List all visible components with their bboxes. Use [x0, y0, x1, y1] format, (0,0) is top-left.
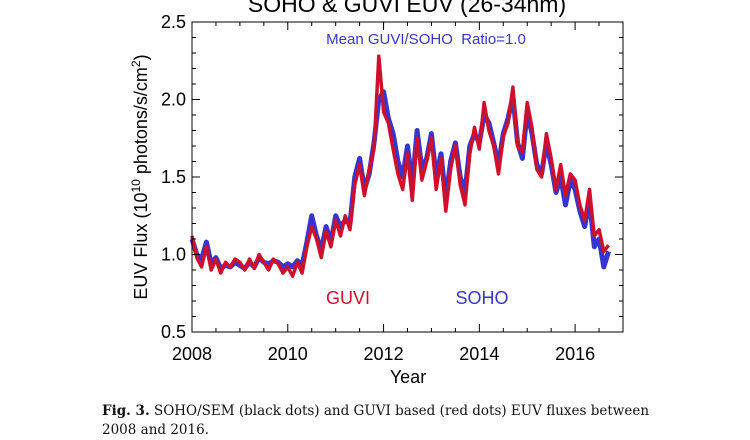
caption-text: SOHO/SEM (black dots) and GUVI based (re…	[149, 403, 650, 419]
x-tick-label: 2010	[268, 344, 308, 364]
ratio-annotation: Mean GUVI/SOHO Ratio=1.0	[326, 31, 526, 48]
x-tick-labels: 2008 2010 2012 2014 2016	[172, 344, 595, 364]
y-tick-label: 0.5	[161, 322, 186, 342]
axis-ticks	[191, 21, 624, 333]
y-tick-label: 1.5	[161, 167, 186, 187]
series-guvi	[190, 54, 610, 278]
y-axis-label-exponent: 10	[129, 179, 143, 193]
x-tick-label: 2016	[555, 344, 595, 364]
caption-label: Fig. 3.	[102, 403, 150, 419]
y-tick-labels: 0.5 1.0 1.5 2.0 2.5	[161, 12, 186, 342]
x-axis-label: Year	[390, 367, 426, 387]
euv-flux-chart: SOHO & GUVI EUV (26-34nm) 2008 2010 2012 20…	[129, 0, 624, 387]
legend-soho: SOHO	[455, 288, 508, 308]
y-axis-label: EUV Flux (1010 photons/s/cm2)	[129, 54, 151, 299]
x-tick-label: 2014	[459, 344, 499, 364]
x-tick-label: 2012	[364, 344, 404, 364]
figure-caption: Fig. 3. SOHO/SEM (black dots) and GUVI b…	[102, 402, 649, 440]
y-tick-label: 2.0	[161, 90, 186, 110]
y-axis-label-unit-exponent: 2	[129, 60, 143, 67]
caption-line2: 2008 and 2016.	[102, 422, 209, 438]
y-tick-label: 1.0	[161, 245, 186, 265]
y-tick-label: 2.5	[161, 12, 186, 32]
chart-title: SOHO & GUVI EUV (26-34nm)	[248, 0, 566, 17]
series-layer	[189, 54, 611, 278]
legend-guvi: GUVI	[326, 288, 370, 308]
x-tick-label: 2008	[172, 344, 212, 364]
